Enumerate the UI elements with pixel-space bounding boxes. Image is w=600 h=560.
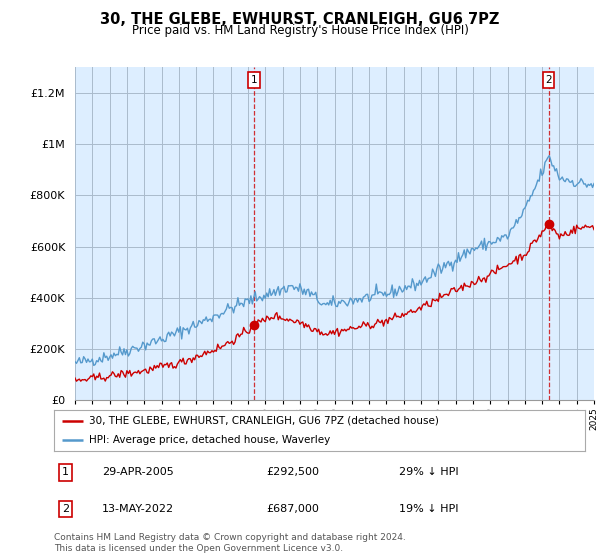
Text: 1: 1 (250, 75, 257, 85)
Text: £292,500: £292,500 (266, 468, 319, 478)
Text: £687,000: £687,000 (266, 504, 319, 514)
Text: 1: 1 (62, 468, 69, 478)
Text: 13-MAY-2022: 13-MAY-2022 (102, 504, 174, 514)
Text: 19% ↓ HPI: 19% ↓ HPI (399, 504, 458, 514)
Text: HPI: Average price, detached house, Waverley: HPI: Average price, detached house, Wave… (89, 435, 330, 445)
Text: 29-APR-2005: 29-APR-2005 (102, 468, 173, 478)
Text: 30, THE GLEBE, EWHURST, CRANLEIGH, GU6 7PZ: 30, THE GLEBE, EWHURST, CRANLEIGH, GU6 7… (100, 12, 500, 27)
Text: Price paid vs. HM Land Registry's House Price Index (HPI): Price paid vs. HM Land Registry's House … (131, 24, 469, 37)
Text: 2: 2 (62, 504, 69, 514)
Text: Contains HM Land Registry data © Crown copyright and database right 2024.
This d: Contains HM Land Registry data © Crown c… (54, 533, 406, 553)
Text: 29% ↓ HPI: 29% ↓ HPI (399, 468, 459, 478)
Text: 30, THE GLEBE, EWHURST, CRANLEIGH, GU6 7PZ (detached house): 30, THE GLEBE, EWHURST, CRANLEIGH, GU6 7… (89, 416, 439, 426)
Text: 2: 2 (545, 75, 552, 85)
